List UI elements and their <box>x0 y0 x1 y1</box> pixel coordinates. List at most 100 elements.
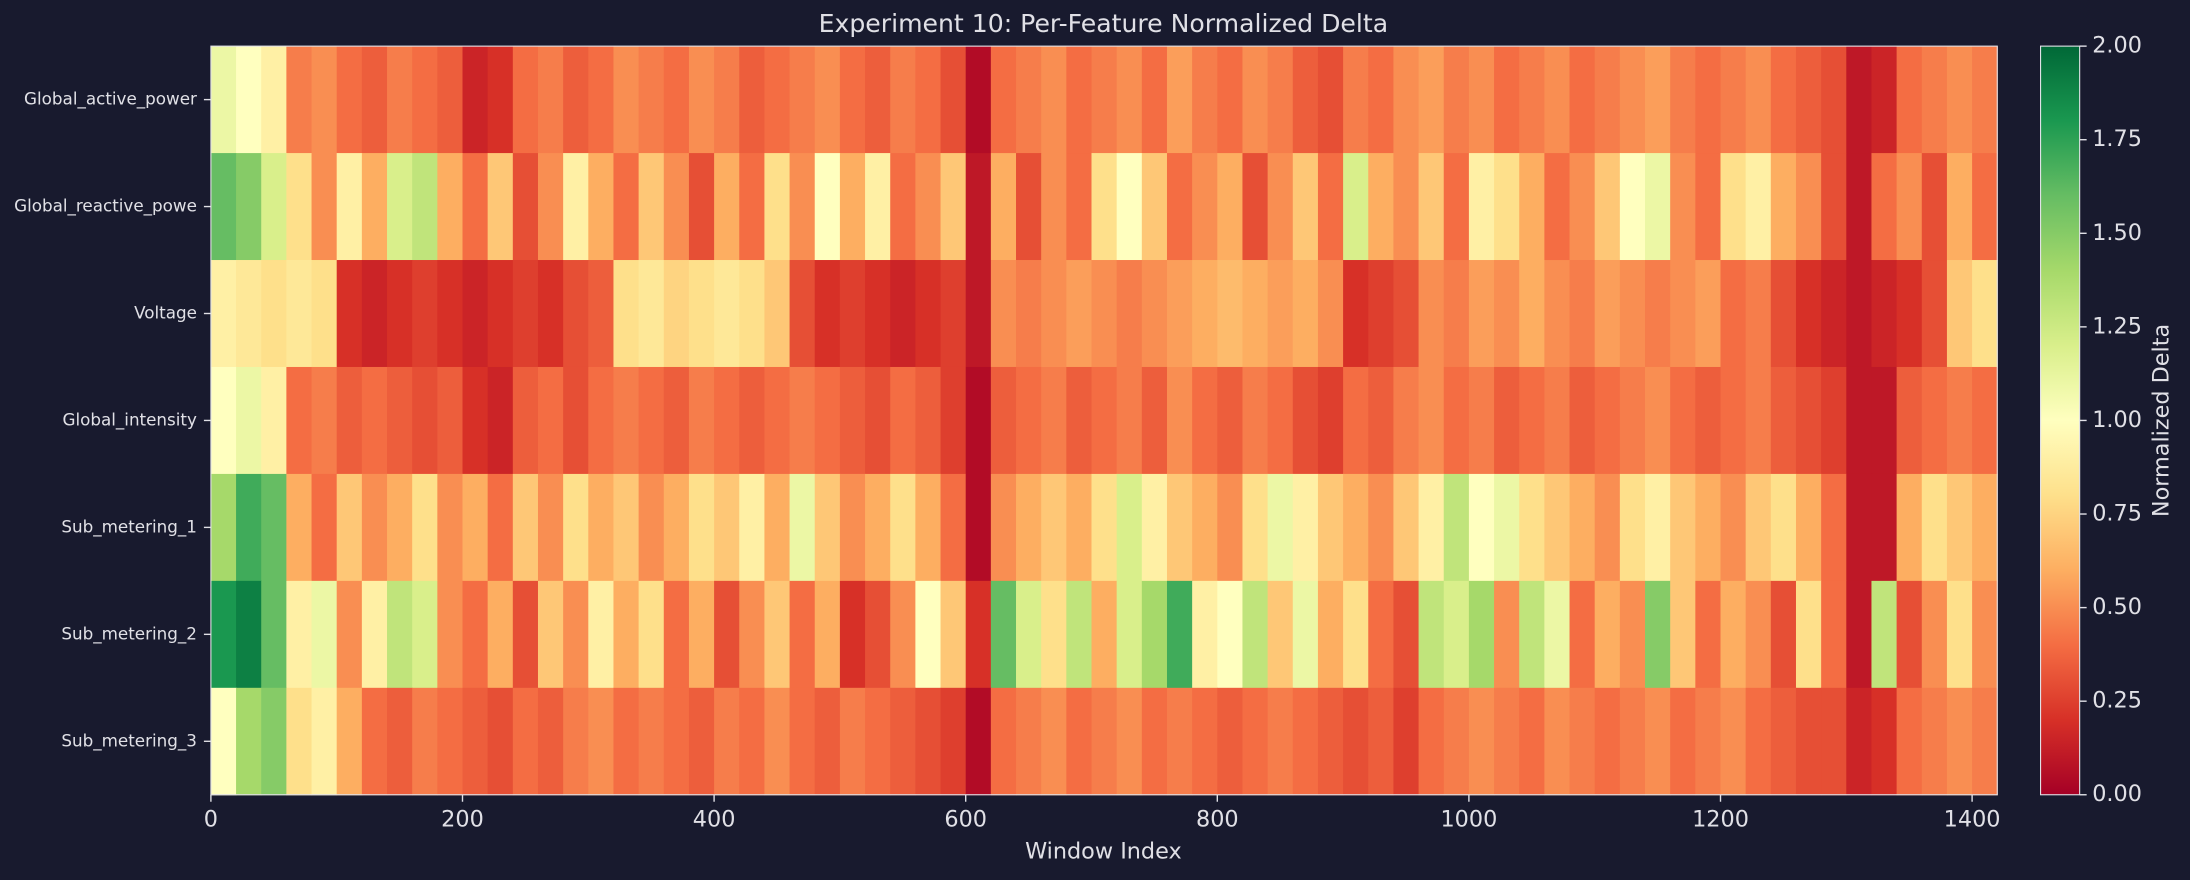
heatmap-cell <box>1720 687 1747 796</box>
heatmap-cell <box>1795 153 1822 261</box>
heatmap-cell <box>1519 46 1545 154</box>
heatmap-cell <box>890 260 916 368</box>
heatmap-cell <box>814 687 841 796</box>
heatmap-cell <box>1393 473 1420 582</box>
heatmap-cell <box>412 153 438 261</box>
heatmap-cell <box>1896 366 1923 475</box>
heatmap-cell <box>613 473 640 582</box>
heatmap-cell <box>1393 46 1420 154</box>
heatmap-cell <box>663 580 690 689</box>
heatmap-cell <box>563 580 589 689</box>
heatmap-cell <box>1670 46 1696 154</box>
heatmap-cell <box>286 580 313 689</box>
heatmap-cell <box>1217 473 1244 582</box>
heatmap-cell <box>311 687 338 796</box>
heatmap-cell <box>1619 687 1646 796</box>
heatmap-cell <box>1821 260 1847 368</box>
heatmap-cell <box>638 366 665 475</box>
heatmap-cell <box>890 687 916 796</box>
heatmap-cell <box>714 260 740 368</box>
y-tick-label: Global_active_power <box>24 89 197 110</box>
heatmap-cell <box>865 260 891 368</box>
heatmap-cell <box>1192 366 1218 475</box>
heatmap-cell <box>990 366 1017 475</box>
heatmap-cell <box>1720 260 1747 368</box>
heatmap-cell <box>1166 153 1193 261</box>
heatmap-cell <box>261 260 287 368</box>
heatmap-cell <box>613 687 640 796</box>
heatmap-cell <box>1443 473 1470 582</box>
heatmap-cell <box>361 687 388 796</box>
heatmap-cell <box>1619 260 1646 368</box>
x-tick-label: 0 <box>204 806 218 832</box>
heatmap-cell <box>1116 473 1143 582</box>
heatmap-cell <box>1242 473 1269 582</box>
heatmap-cell <box>965 153 992 261</box>
heatmap-cell <box>412 46 438 154</box>
heatmap-cell <box>1770 366 1797 475</box>
heatmap-cell <box>336 473 363 582</box>
heatmap-cell <box>865 46 891 154</box>
heatmap-cell <box>1041 687 1067 796</box>
heatmap-cell <box>1795 580 1822 689</box>
heatmap-cell <box>311 580 338 689</box>
heatmap-cell <box>387 153 413 261</box>
heatmap-cell <box>1972 366 1998 475</box>
heatmap-cell <box>1745 153 1772 261</box>
colorbar-tick-label: 0.75 <box>2092 501 2142 527</box>
heatmap-cell <box>563 46 589 154</box>
heatmap-cell <box>412 687 438 796</box>
heatmap-cell <box>1519 580 1545 689</box>
heatmap-cell <box>1544 46 1571 154</box>
heatmap-cell <box>1217 153 1244 261</box>
heatmap-cell <box>839 687 866 796</box>
heatmap-cell <box>1066 580 1093 689</box>
heatmap-cell <box>613 153 640 261</box>
heatmap-cell <box>739 580 765 689</box>
heatmap-cell <box>1645 153 1671 261</box>
heatmap-cell <box>588 366 615 475</box>
heatmap-cell <box>1468 366 1495 475</box>
heatmap-cell <box>1770 46 1797 154</box>
heatmap-cell <box>1871 687 1898 796</box>
heatmap-cell <box>1066 46 1093 154</box>
heatmap-cell <box>588 260 615 368</box>
heatmap-cell <box>1217 260 1244 368</box>
colorbar-tick-label: 1.00 <box>2092 407 2142 433</box>
chart-title: Experiment 10: Per-Feature Normalized De… <box>819 9 1389 38</box>
heatmap-cell <box>764 153 791 261</box>
colorbar-tick-label: 1.75 <box>2092 126 2142 152</box>
x-tick-label: 200 <box>441 806 484 832</box>
heatmap-cell <box>764 260 791 368</box>
heatmap-cell <box>563 260 589 368</box>
heatmap-cell <box>537 473 564 582</box>
heatmap-cell <box>361 473 388 582</box>
heatmap-cell <box>537 366 564 475</box>
heatmap-cell <box>1242 260 1269 368</box>
heatmap-cell <box>1317 153 1344 261</box>
heatmap-cell <box>1468 687 1495 796</box>
heatmap-cell <box>1972 473 1998 582</box>
heatmap-cell <box>1217 366 1244 475</box>
heatmap-cell <box>865 580 891 689</box>
heatmap-cell <box>990 687 1017 796</box>
y-tick-label: Global_reactive_powe <box>14 196 197 217</box>
heatmap-cell <box>890 153 916 261</box>
heatmap-cell <box>1795 687 1822 796</box>
heatmap-cell <box>588 46 615 154</box>
heatmap-cell <box>487 473 514 582</box>
heatmap-cell <box>588 580 615 689</box>
heatmap-cell <box>1343 473 1369 582</box>
heatmap-cell <box>1494 580 1520 689</box>
heatmap-cell <box>839 46 866 154</box>
heatmap-cell <box>236 46 262 154</box>
heatmap-cell <box>1695 366 1722 475</box>
heatmap-cell <box>1745 46 1772 154</box>
heatmap-cell <box>1141 473 1168 582</box>
heatmap-cell <box>1267 46 1294 154</box>
heatmap-cell <box>1166 473 1193 582</box>
heatmap-cell <box>915 580 942 689</box>
heatmap-cell <box>1217 687 1244 796</box>
heatmap-cell <box>437 366 464 475</box>
heatmap-cell <box>1066 366 1093 475</box>
